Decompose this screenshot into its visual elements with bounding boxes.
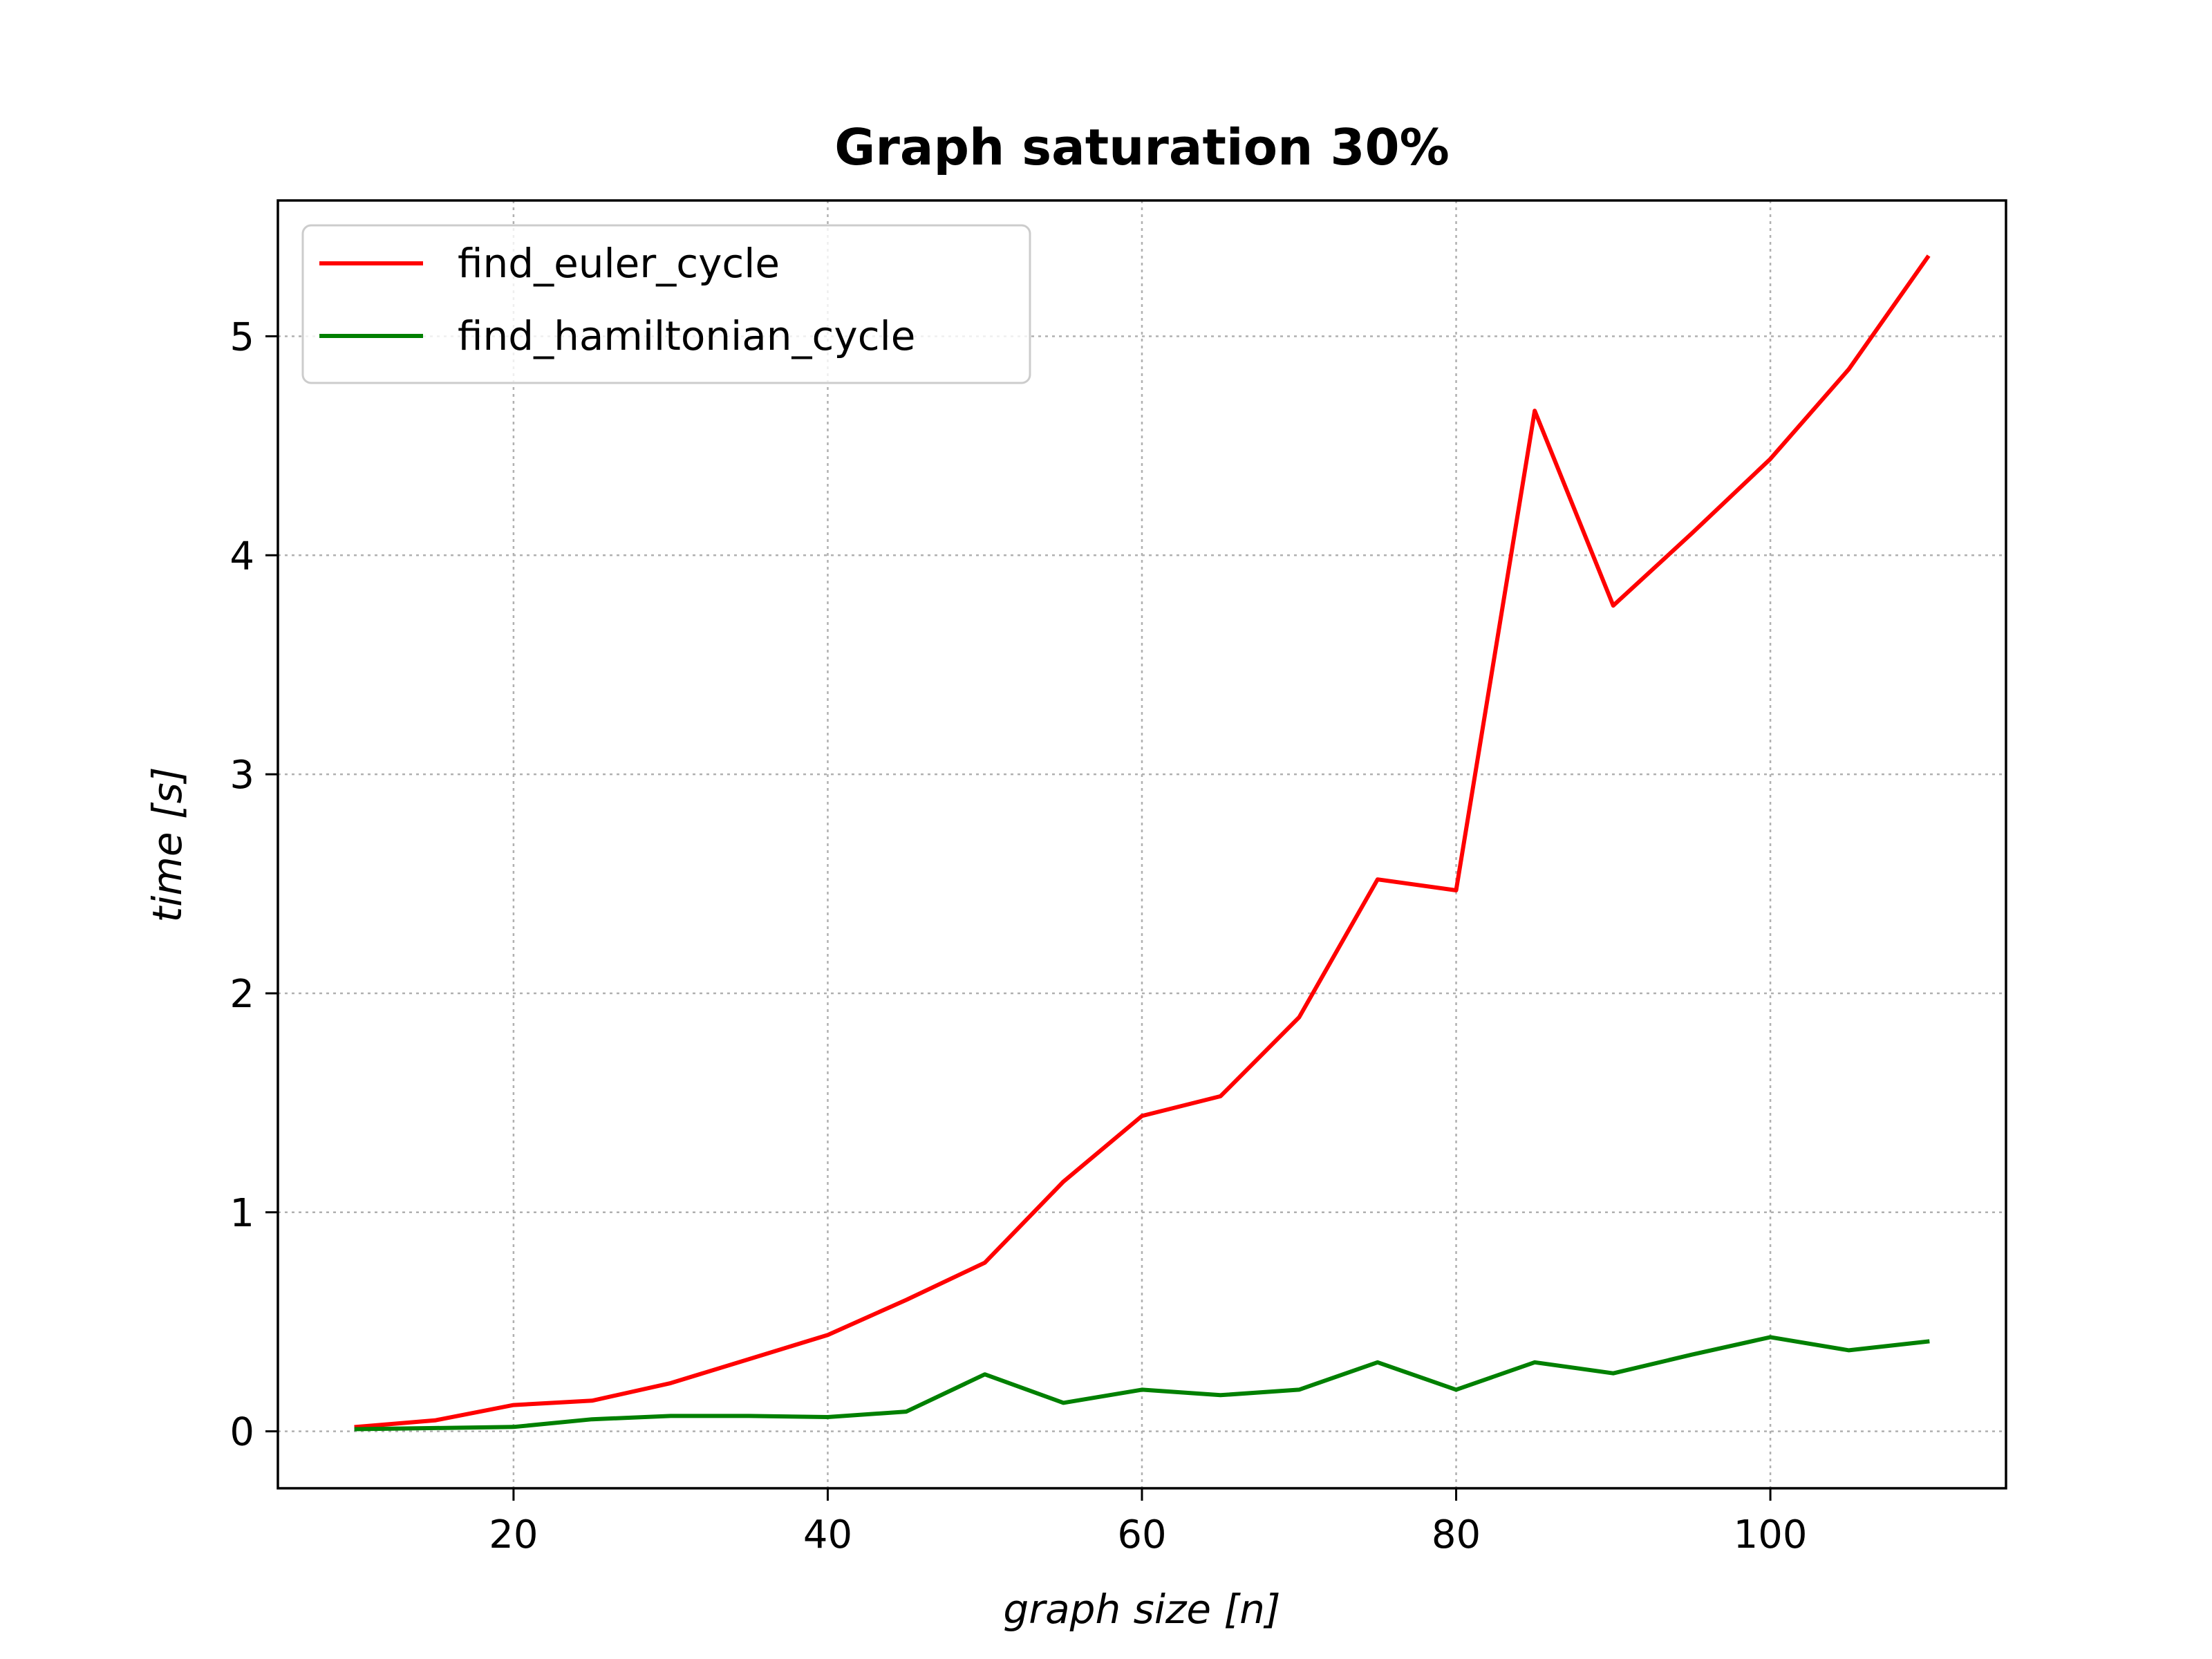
grid [278,200,2006,1488]
y-tick-label: 3 [229,753,254,798]
x-axis-ticks: 20 40 60 80 100 [489,1488,1808,1557]
y-axis-ticks: 0 1 2 3 4 5 [229,315,278,1455]
series-line-find-euler-cycle [354,254,1931,1430]
chart-title: Graph saturation 30% [834,118,1450,176]
series-line-find-hamiltonian-cycle [354,1335,1930,1432]
legend-box [301,224,1031,384]
x-axis-label: graph size [n] [1003,1586,1280,1633]
y-tick-label: 2 [229,972,254,1017]
x-tick-label: 40 [803,1512,852,1557]
legend: find_euler_cycle find_hamiltonian_cycle [301,224,1031,384]
y-tick-label: 4 [229,534,254,579]
x-tick-label: 60 [1117,1512,1166,1557]
y-tick-label: 0 [229,1410,254,1455]
y-axis-label: time [s] [144,767,191,923]
y-tick-label: 1 [229,1191,254,1236]
x-tick-label: 100 [1734,1512,1808,1557]
x-tick-label: 80 [1432,1512,1481,1557]
series-lines [354,254,1931,1432]
y-tick-label: 5 [229,315,254,359]
legend-label-find-euler-cycle: find_euler_cycle [458,240,780,287]
x-tick-label: 20 [489,1512,538,1557]
legend-label-find-hamiltonian-cycle: find_hamiltonian_cycle [458,312,915,359]
